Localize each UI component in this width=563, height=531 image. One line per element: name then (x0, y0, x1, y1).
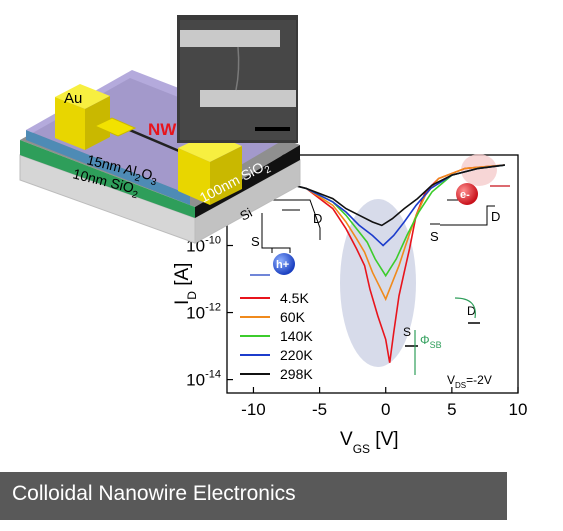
electron-highlight (461, 154, 497, 186)
sio2-100nm-side (20, 140, 195, 218)
y-axis-title: ID [A] (172, 263, 199, 305)
vds-annotation: VDS=-2V (447, 373, 492, 390)
electron-label: e- (460, 189, 470, 201)
legend-label: 220K (280, 347, 313, 363)
gold-pad-left-side (85, 96, 110, 150)
barrier-height-label: ΦSB (420, 333, 442, 350)
x-tick-label: 0 (381, 400, 390, 419)
legend-label: 4.5K (280, 290, 309, 306)
hole-icon (273, 253, 295, 275)
barrier-drain-label: D (467, 304, 476, 318)
transfer-curves (253, 164, 505, 363)
al2o3-side (26, 130, 190, 205)
sem-electrode-top (180, 30, 280, 47)
x-tick-label: -5 (312, 400, 327, 419)
legend-label: 140K (280, 328, 313, 344)
drain-label-left: D (313, 211, 322, 226)
gold-pad-right-side (210, 146, 242, 205)
x-tick-label: 5 (447, 400, 456, 419)
caption-bar: Colloidal Nanowire Electronics (0, 472, 507, 520)
gold-pad-left-front (55, 97, 85, 150)
x-tick-label: -10 (241, 400, 266, 419)
y-tick-label: 10-12 (186, 302, 221, 323)
gold-finger-left (93, 117, 137, 137)
series-line-298K (253, 164, 505, 227)
barrier-curve-arrow (454, 297, 476, 319)
legend: 4.5K 60K 140K 220K 298K (240, 290, 313, 382)
hole-band-diagram (261, 199, 321, 253)
source-label-left: S (251, 234, 260, 249)
sem-nanowire (235, 46, 240, 91)
source-label-right: S (430, 229, 439, 244)
sem-electrode-bottom (200, 90, 296, 107)
gold-pad-right-front (178, 148, 210, 205)
y-tick-label: 10-14 (186, 369, 221, 390)
au-label: Au (64, 90, 82, 107)
series-line-140K (253, 164, 505, 278)
device-schematic: Au NW 15nm Al2O3 10nm SiO2 100nm SiO2 Si (19, 70, 301, 244)
barrier-source-label: S (403, 325, 411, 339)
x-tick-label: 10 (509, 400, 528, 419)
gold-pad-left-top (55, 84, 110, 109)
sio2-100nm-front (195, 145, 300, 218)
sem-image (177, 15, 298, 143)
drain-label-right: D (491, 209, 500, 224)
nw-label: NW (148, 120, 177, 139)
sem-scale-bar (255, 127, 290, 131)
legend-label: 60K (280, 309, 306, 325)
legend-label: 298K (280, 366, 313, 382)
electron-icon (456, 183, 478, 205)
barrier-diagram (405, 322, 480, 347)
hole-label: h+ (276, 259, 289, 271)
caption-title: Colloidal Nanowire Electronics (12, 482, 296, 505)
x-axis-title: VGS [V] (340, 429, 399, 456)
